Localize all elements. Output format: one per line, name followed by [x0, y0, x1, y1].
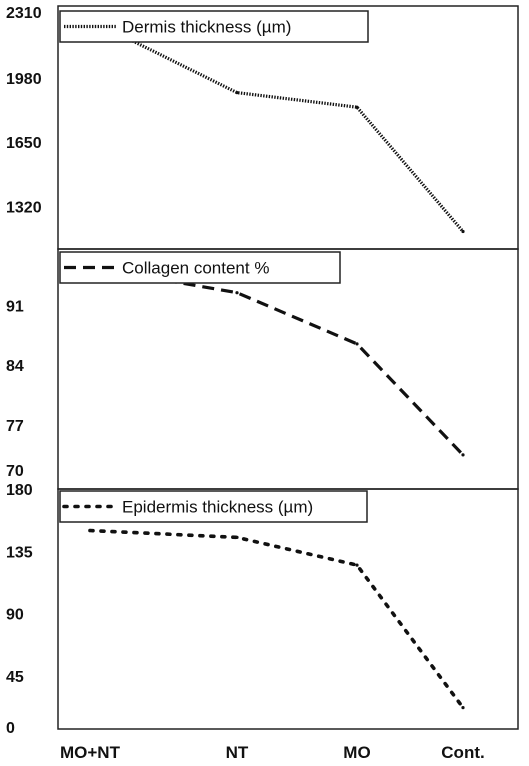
y-tick-label-dermis-3: 2310 [6, 5, 42, 22]
chart-marks: 1320 1650 1980 2310 Dermis thickness (µm) 70 7… [6, 5, 485, 762]
y-tick-label-collagen-2: 84 [6, 358, 24, 375]
x-tick-label-3: Cont. [441, 743, 484, 762]
data-point-collagen-3 [461, 453, 465, 457]
legend-label-epidermis: Epidermis thickness (µm) [122, 498, 313, 517]
data-point-epidermis-3 [461, 706, 465, 710]
legend-label-collagen: Collagen content % [122, 259, 269, 278]
legend-box-dermis [59, 10, 369, 43]
y-tick-label-dermis-2: 1980 [6, 71, 42, 88]
data-point-collagen-2 [355, 342, 359, 346]
y-tick-label-collagen-0: 70 [6, 463, 24, 480]
data-point-dermis-1 [235, 91, 239, 95]
data-point-dermis-3 [461, 229, 465, 234]
series-line-dermis [89, 18, 465, 233]
x-tick-label-2: MO [343, 743, 370, 762]
series-line-epidermis [88, 528, 465, 710]
y-tick-label-dermis-0: 1320 [6, 199, 42, 216]
series-line-collagen [89, 265, 465, 457]
legend-label-dermis: Dermis thickness (µm) [122, 18, 291, 37]
data-point-collagen-1 [235, 291, 239, 295]
y-tick-label-epidermis-2: 90 [6, 607, 24, 624]
data-point-epidermis-1 [235, 535, 239, 540]
y-tick-label-epidermis-3: 135 [6, 544, 33, 561]
data-point-epidermis-0 [88, 528, 92, 533]
data-point-dermis-2 [355, 105, 359, 109]
y-tick-label-epidermis-1: 45 [6, 669, 24, 686]
y-tick-label-collagen-1: 77 [6, 418, 24, 435]
panel-frame-epidermis [57, 488, 519, 730]
y-tick-label-epidermis-0: 0 [6, 720, 15, 737]
y-tick-label-epidermis-4: 180 [6, 482, 33, 499]
x-tick-label-0: MO+NT [60, 743, 121, 762]
y-tick-label-collagen-3: 91 [6, 298, 24, 315]
y-tick-label-dermis-1: 1650 [6, 135, 42, 152]
x-tick-label-1: NT [226, 743, 249, 762]
data-point-epidermis-2 [355, 563, 359, 567]
